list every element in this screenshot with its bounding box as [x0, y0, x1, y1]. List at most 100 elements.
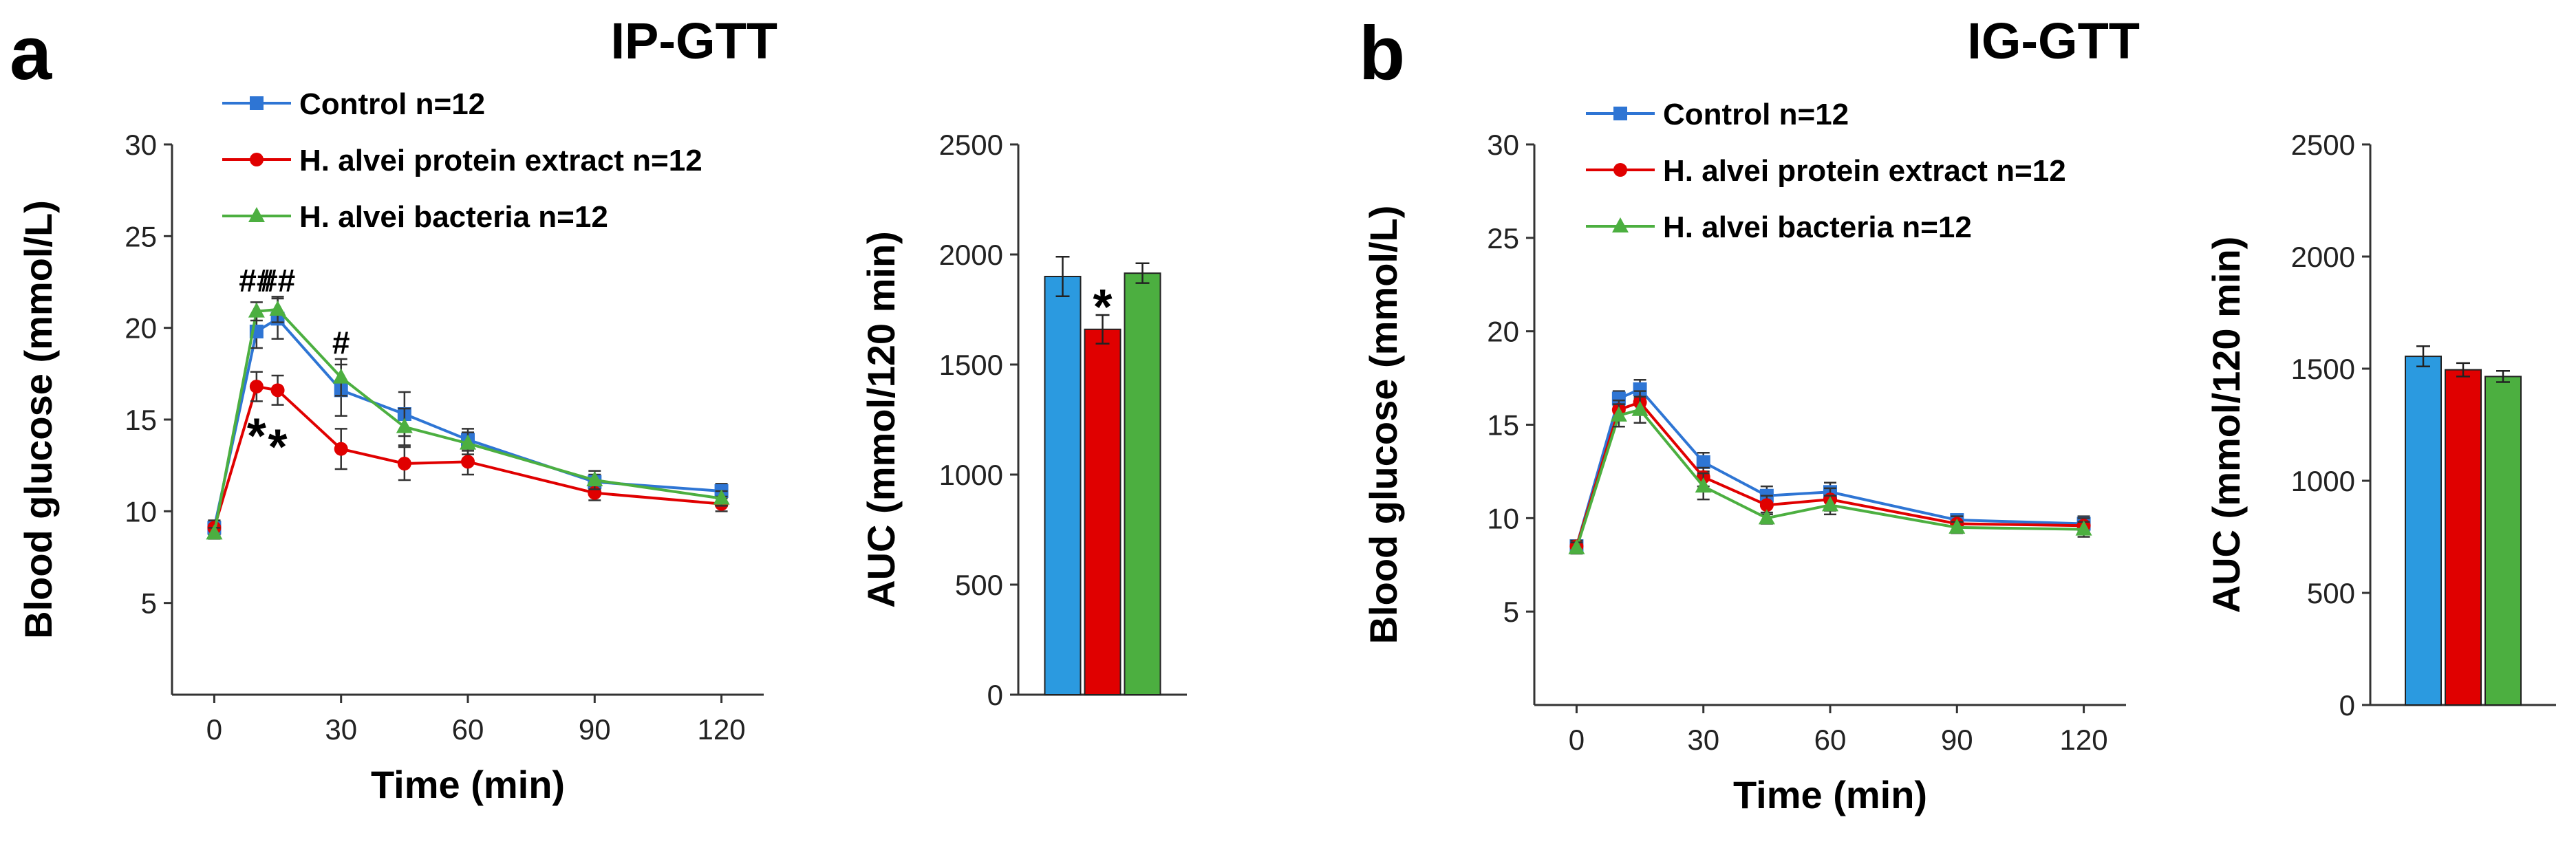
- y-axis-title: Blood glucose (mmol/L): [17, 200, 60, 639]
- data-point: [713, 489, 730, 505]
- data-point: [1568, 539, 1585, 554]
- legend-marker: [1613, 107, 1627, 120]
- data-point: [1611, 391, 1626, 406]
- legend-label: H. alvei protein extract n=12: [299, 144, 702, 177]
- data-point: [1633, 382, 1647, 396]
- data-point: [1822, 496, 1838, 512]
- series-line: [1575, 387, 2084, 547]
- significance-mark: ##: [239, 262, 274, 298]
- data-point: [397, 457, 411, 470]
- y-tick-label: 1500: [939, 349, 1003, 381]
- legend-marker: [250, 153, 264, 166]
- significance-mark: *: [1093, 280, 1112, 335]
- legend-label: Control n=12: [1663, 98, 1849, 131]
- data-point: [206, 524, 223, 540]
- x-tick-label: 30: [325, 713, 357, 746]
- data-point: [1949, 518, 1966, 534]
- data-point: [334, 442, 348, 456]
- y-tick-label: 500: [2307, 577, 2355, 609]
- data-point: [461, 455, 475, 469]
- legend-label: H. alvei protein extract n=12: [1663, 154, 2066, 188]
- series-2: [206, 296, 730, 540]
- significance-mark: *: [268, 420, 288, 475]
- data-point: [396, 417, 413, 433]
- y-axis-title: AUC (mmol/120 min): [859, 231, 903, 608]
- panel-title-a: IP-GTT: [610, 12, 777, 69]
- x-tick-label: 0: [1569, 724, 1585, 756]
- legend-marker: [1613, 163, 1627, 177]
- panel-letter-b: b: [1359, 11, 1405, 96]
- series-0: [207, 297, 729, 536]
- legend-label: H. alvei bacteria n=12: [1663, 210, 1972, 244]
- y-tick-label: 1000: [2291, 465, 2355, 497]
- data-point: [2075, 520, 2092, 536]
- bar-chart-ig-gtt-auc: 0 500 1000 1500 2000 2500 AUC (mmol/120 min): [2204, 129, 2556, 722]
- y-tick-label: 20: [1487, 316, 1519, 348]
- x-tick-label: 0: [206, 713, 222, 746]
- y-tick-label: 5: [1503, 596, 1519, 628]
- y-tick-label: 2000: [939, 239, 1003, 271]
- legend-entry-0: Control n=12: [1586, 98, 1849, 131]
- y-tick-label: 10: [125, 495, 157, 528]
- data-point: [1696, 455, 1710, 469]
- legend-label: H. alvei bacteria n=12: [299, 200, 608, 234]
- significance-mark: #: [332, 325, 350, 360]
- data-point: [1610, 406, 1627, 422]
- x-tick-label: 60: [1814, 724, 1847, 756]
- x-tick-label: 90: [1941, 724, 1973, 756]
- bar-chart-ip-gtt-auc: 0 500 1000 1500 2000 2500 AUC (mmol/120 min) *: [859, 129, 1187, 711]
- y-tick-label: 20: [125, 312, 157, 345]
- y-tick-label: 0: [987, 679, 1003, 711]
- y-tick-label: 30: [125, 129, 157, 161]
- x-axis-title: Time (min): [1733, 773, 1927, 816]
- bar-0: [2405, 356, 2442, 706]
- significance-mark: ##: [260, 262, 295, 298]
- series-line: [213, 307, 722, 534]
- series-2: [1568, 395, 2092, 555]
- legend: Control n=12 H. alvei protein extract n=1…: [222, 87, 702, 234]
- legend-marker: [1612, 217, 1629, 232]
- y-tick-label: 15: [1487, 409, 1519, 442]
- line-chart-ig-gtt: 5 10 15 20 25 30 0 30 60 90 120 Time (min) Blood glu…: [1362, 98, 2126, 816]
- y-tick-label: 2000: [2291, 241, 2355, 273]
- panel-a: a IP-GTT 5 10 15 20 25 30 0 30 60 90 120 Time (min)…: [10, 11, 1187, 806]
- x-tick-label: 120: [698, 713, 746, 746]
- legend-label: Control n=12: [299, 87, 485, 121]
- data-point: [1631, 400, 1649, 416]
- data-point: [332, 368, 350, 384]
- y-tick-label: 15: [125, 404, 157, 436]
- legend-entry-0: Control n=12: [222, 87, 485, 121]
- x-tick-label: 120: [2060, 724, 2108, 756]
- data-point: [248, 302, 265, 318]
- significance-mark: *: [247, 409, 266, 464]
- x-tick-label: 60: [452, 713, 484, 746]
- bar-2: [2484, 376, 2522, 706]
- y-tick-label: 25: [1487, 222, 1519, 254]
- data-point: [249, 380, 264, 393]
- x-tick-label: 90: [579, 713, 611, 746]
- data-point: [1695, 477, 1712, 493]
- y-tick-label: 0: [2339, 689, 2355, 722]
- y-tick-label: 5: [141, 587, 157, 620]
- bar-1: [2445, 369, 2482, 706]
- legend-marker: [250, 96, 264, 110]
- legend-entry-1: H. alvei protein extract n=12: [1586, 154, 2066, 188]
- y-tick-label: 1500: [2291, 353, 2355, 385]
- y-tick-label: 10: [1487, 502, 1519, 534]
- y-tick-label: 1000: [939, 459, 1003, 491]
- y-tick-label: 2500: [939, 129, 1003, 161]
- legend-entry-2: H. alvei bacteria n=12: [1586, 210, 1972, 244]
- y-axis-title: Blood glucose (mmol/L): [1362, 206, 1405, 644]
- data-point: [460, 434, 476, 450]
- y-tick-label: 25: [125, 220, 157, 252]
- x-tick-label: 30: [1687, 724, 1719, 756]
- panel-b: b IG-GTT 5 10 15 20 25 30 0 30 60 90 120 Time (min)…: [1359, 11, 2556, 816]
- data-point: [1758, 509, 1775, 525]
- data-point: [586, 471, 603, 486]
- legend-marker: [248, 207, 265, 222]
- y-tick-label: 2500: [2291, 129, 2355, 161]
- y-tick-label: 500: [955, 569, 1003, 601]
- legend-entry-1: H. alvei protein extract n=12: [222, 144, 702, 177]
- y-tick-label: 30: [1487, 129, 1519, 161]
